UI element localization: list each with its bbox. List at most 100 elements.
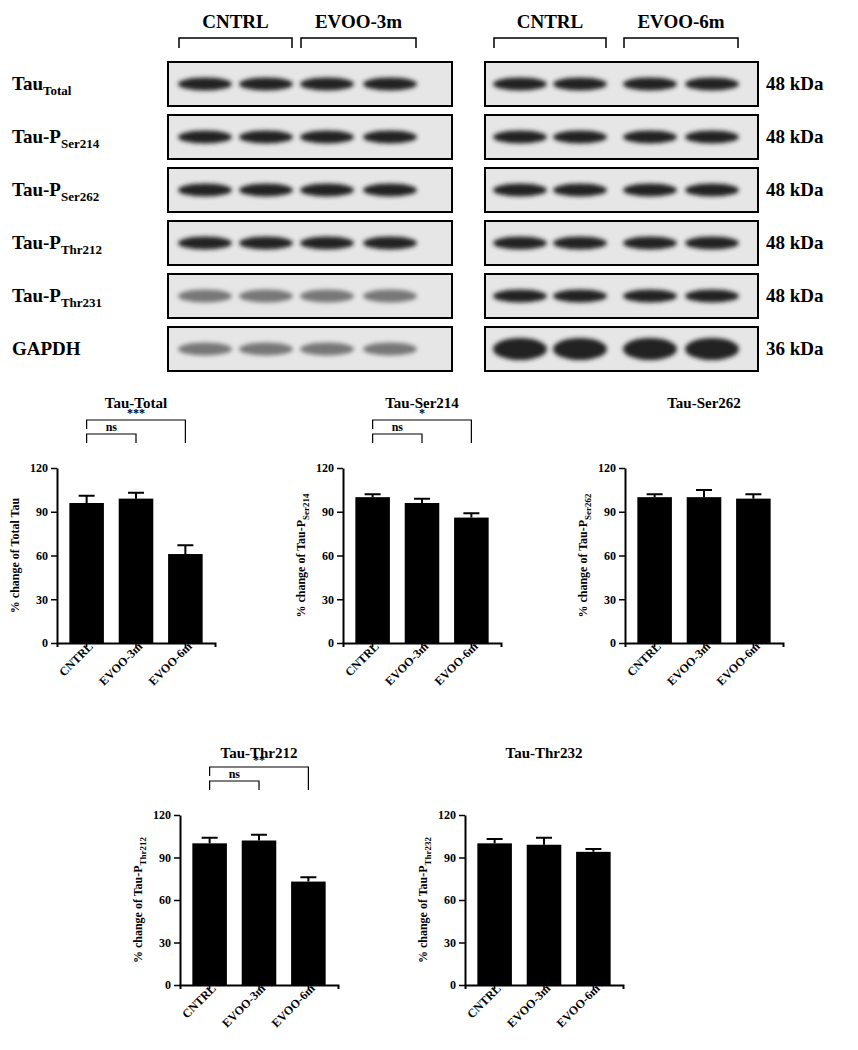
- blot-band: [300, 237, 354, 250]
- blot-band: [623, 237, 677, 250]
- y-axis: 0306090120: [153, 808, 181, 992]
- blot-band: [363, 131, 417, 144]
- molecular-weight: 48 kDa: [766, 179, 824, 200]
- y-tick: 30: [604, 593, 625, 607]
- blot-band: [553, 237, 607, 250]
- blot-band: [623, 131, 677, 144]
- significance-bracket: [210, 767, 309, 790]
- bar: [69, 503, 104, 643]
- x-tick: EVOO-3m: [219, 981, 268, 1030]
- y-axis-title: % change of Tau-PSer262: [576, 493, 593, 618]
- error-bar: [487, 839, 503, 843]
- blot-band: [685, 290, 739, 303]
- row-label-main: Tau-P: [12, 285, 61, 306]
- blot-band: [300, 78, 354, 91]
- bar-chart: 0306090120CNTRLEVOO-3mEVOO-6m: [153, 808, 339, 1030]
- y-tick-mark: [337, 599, 343, 601]
- y-tick-label: 60: [444, 893, 456, 907]
- group-label: EVOO-6m: [637, 11, 724, 32]
- y-axis-title-main: % change of Tau-P: [576, 520, 590, 618]
- significance-label: ns: [392, 420, 404, 434]
- plot-area: [192, 835, 325, 985]
- bar: [168, 554, 203, 643]
- blot-band: [493, 237, 547, 250]
- y-tick-label: 120: [438, 808, 456, 822]
- x-tick: EVOO-6m: [714, 639, 763, 688]
- y-tick-label: 120: [30, 461, 48, 475]
- y-tick: 0: [610, 636, 625, 650]
- y-tick-mark: [459, 815, 465, 817]
- error-bar: [414, 499, 430, 503]
- blot-band: [239, 343, 293, 356]
- error-bar: [365, 494, 381, 497]
- blot-band: [178, 184, 232, 197]
- blot-band: [300, 290, 354, 303]
- significance-label: ns: [106, 420, 118, 434]
- significance-bracket: [373, 420, 472, 443]
- bar: [736, 499, 771, 643]
- error-bar: [536, 838, 552, 845]
- y-tick: 120: [598, 461, 625, 475]
- chart-title: Tau-Thr232: [506, 745, 583, 761]
- significance-label: *: [419, 406, 425, 420]
- significance-bracket: [210, 781, 259, 790]
- y-tick-mark: [619, 555, 625, 557]
- row-label-sub: Thr212: [61, 242, 102, 257]
- blot-band: [239, 184, 293, 197]
- blot-band: [363, 237, 417, 250]
- y-tick-mark: [459, 942, 465, 944]
- plot-area: [69, 493, 202, 643]
- x-tick-label: CNTRL: [179, 981, 219, 1021]
- y-axis: 0306090120: [438, 808, 466, 992]
- y-tick: 120: [153, 808, 180, 822]
- group-bracket: [179, 38, 292, 48]
- blot-panel: [485, 168, 758, 212]
- blot-panel: [168, 274, 452, 318]
- blot-band: [363, 78, 417, 91]
- blot-panel: [485, 221, 758, 265]
- molecular-weight: 48 kDa: [766, 73, 824, 94]
- blot-band: [178, 343, 232, 356]
- y-axis-title: % change of Tau-PThr232: [416, 836, 433, 963]
- y-tick: 120: [30, 461, 57, 475]
- blot-band: [623, 184, 677, 197]
- bar: [687, 497, 722, 643]
- blot-band: [493, 290, 547, 303]
- blot-band: [178, 237, 232, 250]
- x-tick: EVOO-6m: [432, 639, 481, 688]
- y-tick-mark: [51, 512, 57, 514]
- x-tick-label: EVOO-6m: [146, 639, 195, 688]
- y-axis-title-sub: Ser214: [301, 493, 311, 520]
- x-tick: CNTRL: [179, 981, 219, 1021]
- x-tick-label: EVOO-6m: [714, 639, 763, 688]
- blot-band: [363, 290, 417, 303]
- chart-title: Tau-Ser262: [667, 395, 741, 411]
- x-tick: EVOO-6m: [554, 981, 603, 1030]
- y-tick-mark: [619, 599, 625, 601]
- row-label-main: Tau: [12, 73, 43, 94]
- error-bar: [177, 545, 193, 554]
- group-label: EVOO-3m: [315, 11, 402, 32]
- x-tick-label: EVOO-3m: [504, 981, 553, 1030]
- y-tick-label: 30: [604, 593, 616, 607]
- blot-band: [493, 338, 547, 360]
- y-tick-mark: [174, 942, 180, 944]
- y-axis-title: % change of Tau-PThr212: [131, 836, 148, 963]
- x-axis: CNTRLEVOO-3mEVOO-6m: [624, 639, 783, 688]
- y-axis-title-main: % change of Tau-P: [131, 865, 145, 963]
- y-tick-label: 60: [36, 549, 48, 563]
- blot-band: [685, 78, 739, 91]
- y-tick-label: 0: [610, 636, 616, 650]
- y-tick-label: 120: [316, 461, 334, 475]
- blot-panel: [168, 115, 452, 159]
- row-label-sub: Thr231: [61, 295, 102, 310]
- y-tick-label: 90: [36, 505, 48, 519]
- bar: [192, 843, 227, 985]
- blot-band: [300, 184, 354, 197]
- row-label: Tau-PSer214: [12, 126, 100, 151]
- blot-band: [685, 131, 739, 144]
- y-tick-label: 30: [159, 936, 171, 950]
- y-tick-mark: [337, 643, 343, 645]
- blot-band: [178, 131, 232, 144]
- significance-label: ***: [127, 406, 145, 420]
